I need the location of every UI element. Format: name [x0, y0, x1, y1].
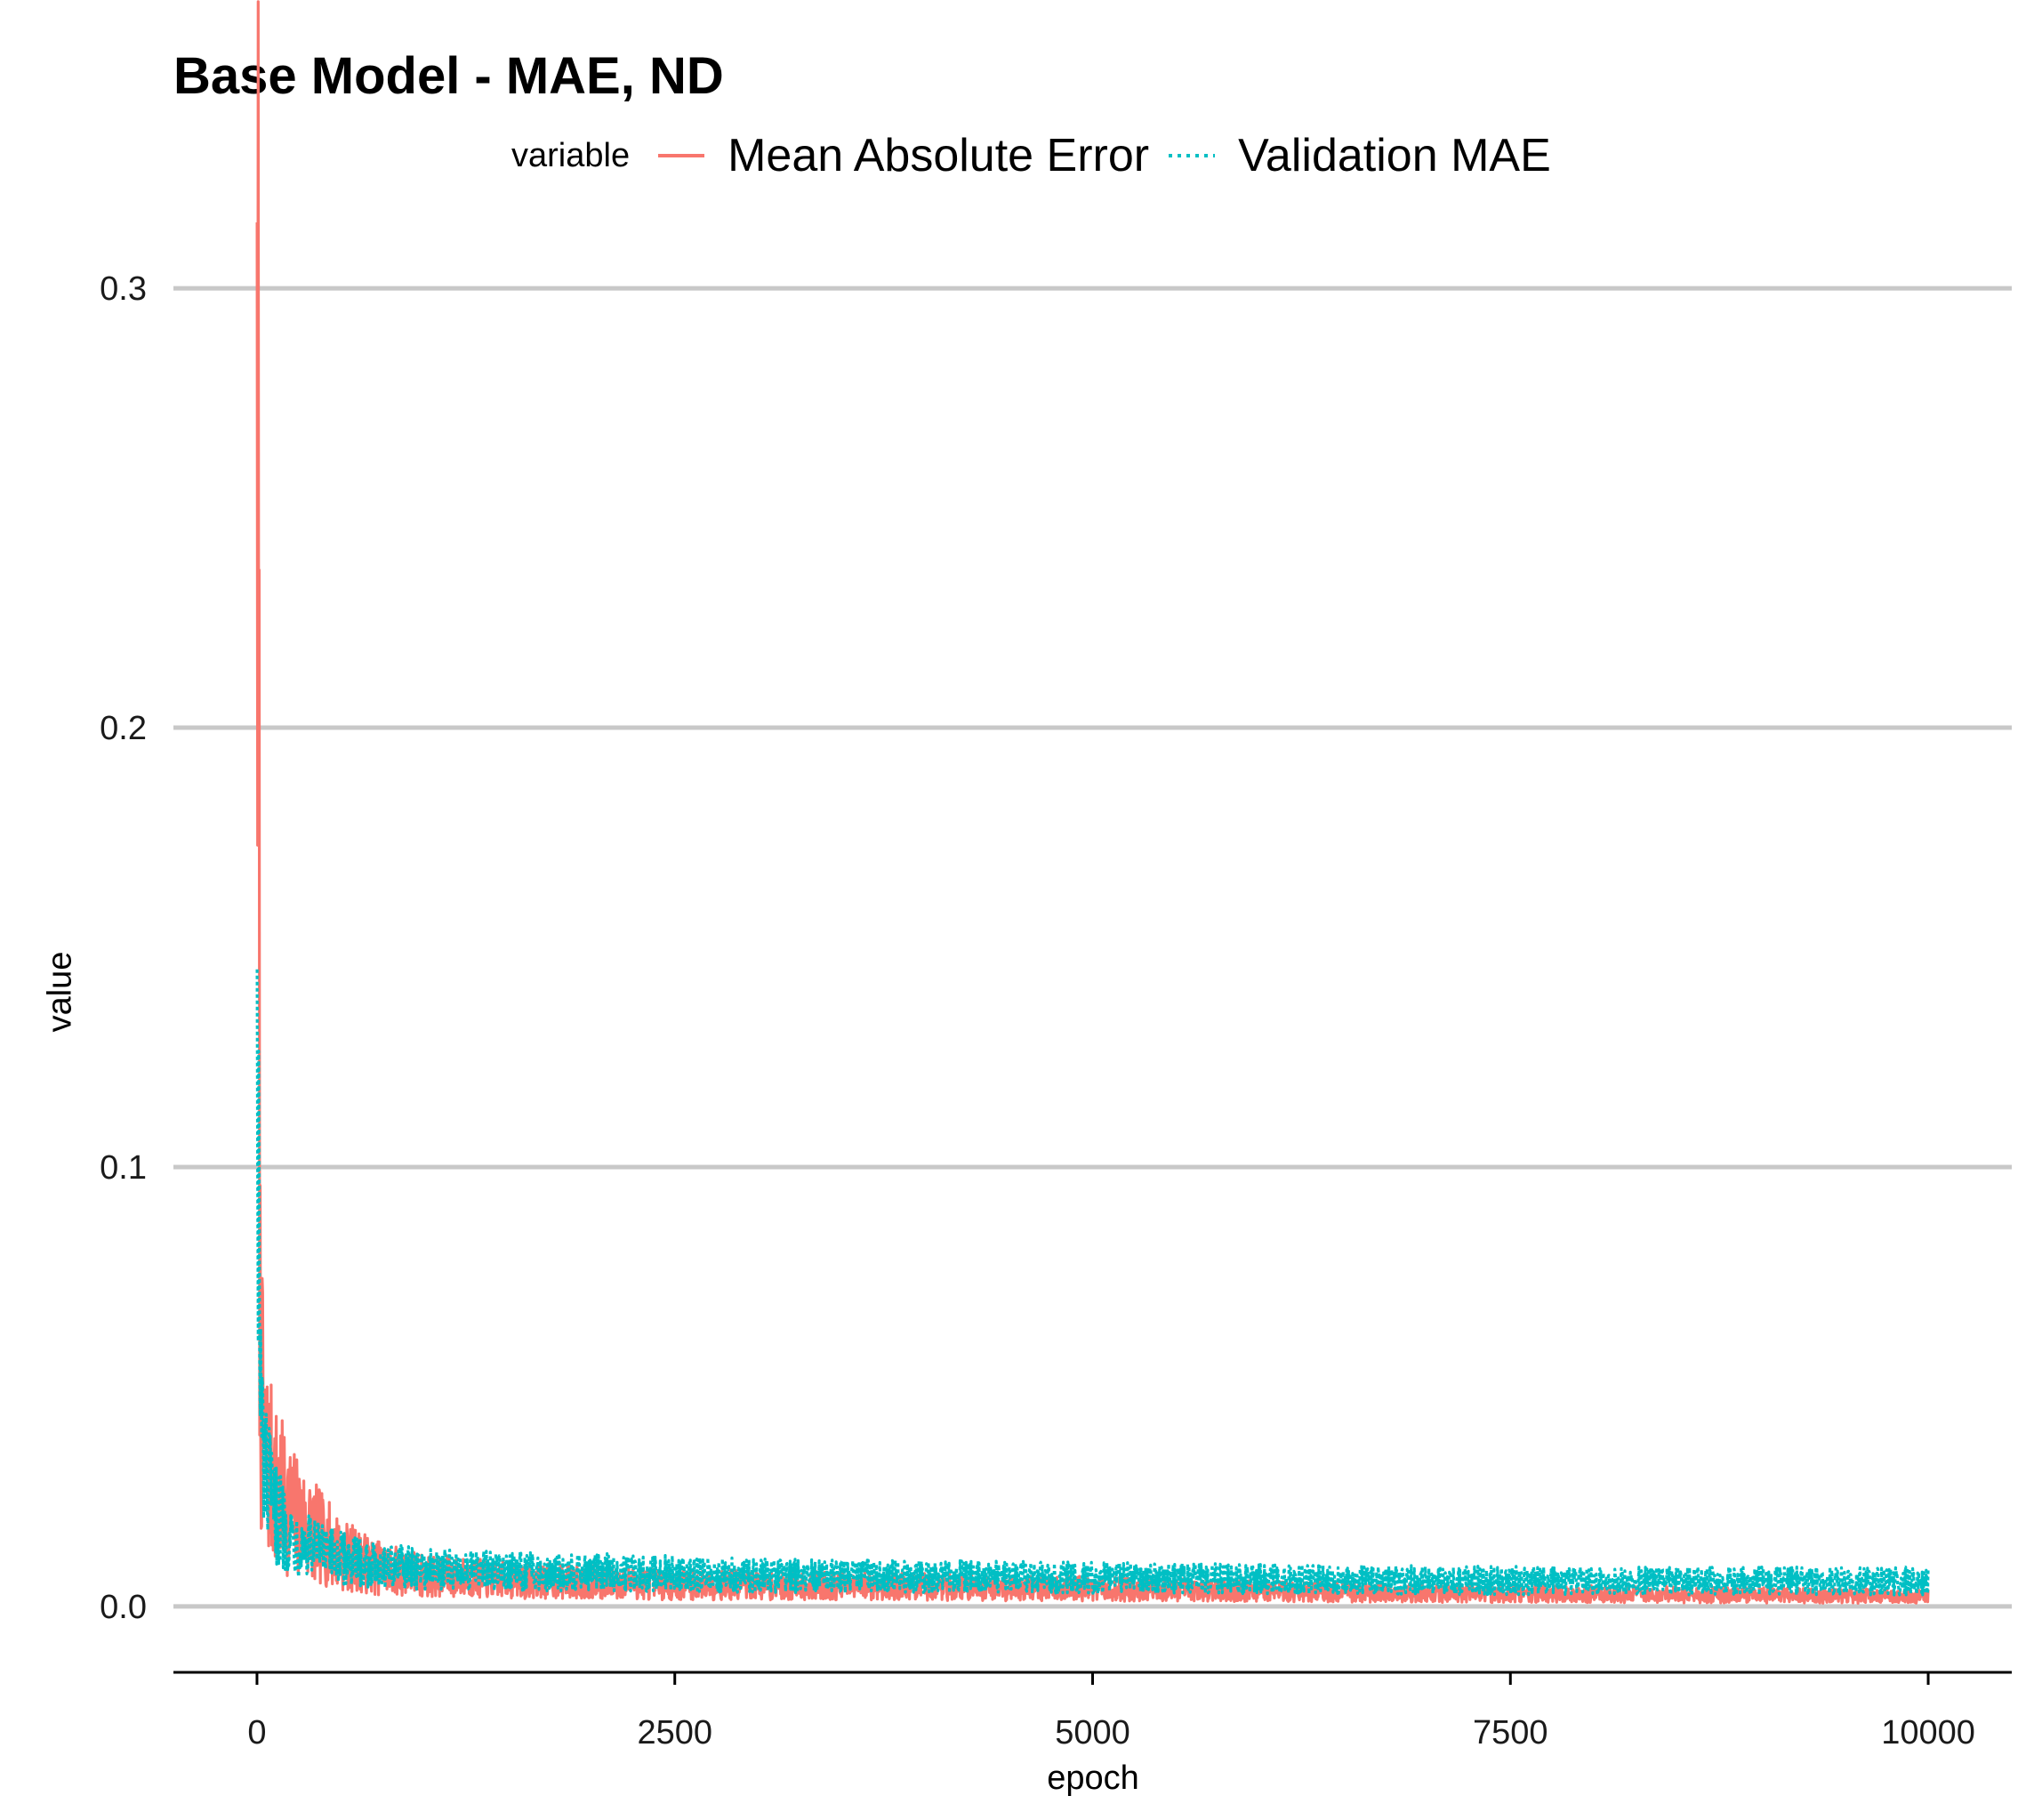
legend-key-mae	[658, 154, 705, 157]
y-tick-label: 0.0	[100, 1589, 147, 1626]
y-tick-label: 0.2	[100, 710, 147, 747]
legend-label-val-mae: Validation MAE	[1238, 130, 1551, 181]
series-line-validation-mae	[255, 969, 1930, 1597]
series-line-mean-absolute-error	[255, 0, 1930, 1605]
legend-label-mae: Mean Absolute Error	[728, 130, 1150, 181]
x-tick-label: 5000	[1055, 1714, 1130, 1752]
chart-title: Base Model - MAE, ND	[173, 47, 724, 105]
x-axis-label: epoch	[1047, 1760, 1139, 1797]
x-tick-label: 2500	[637, 1714, 712, 1752]
x-tick-label: 7500	[1473, 1714, 1548, 1752]
y-tick-label: 0.3	[100, 270, 147, 308]
legend-title: variable	[511, 136, 631, 174]
legend: variable Mean Absolute Error Validation …	[511, 129, 1567, 182]
y-tick-label: 0.1	[100, 1149, 147, 1187]
legend-key-val-mae	[1169, 154, 1216, 157]
x-tick-label: 10000	[1881, 1714, 1975, 1752]
x-tick-label: 0	[247, 1714, 266, 1752]
